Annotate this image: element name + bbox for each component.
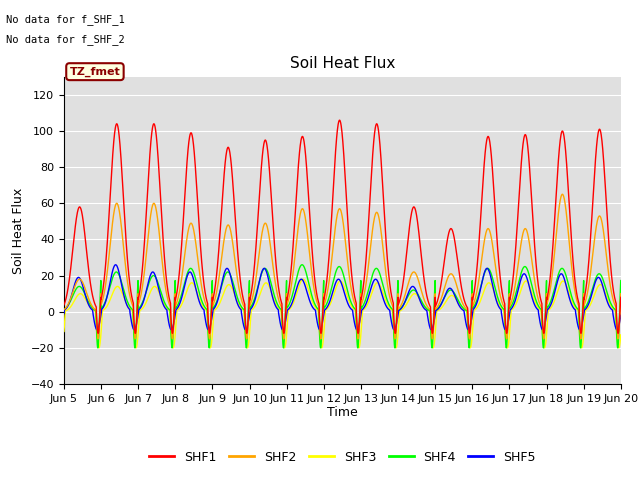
Y-axis label: Soil Heat Flux: Soil Heat Flux: [12, 187, 25, 274]
Legend: SHF1, SHF2, SHF3, SHF4, SHF5: SHF1, SHF2, SHF3, SHF4, SHF5: [144, 445, 541, 468]
Text: TZ_fmet: TZ_fmet: [70, 67, 120, 77]
Title: Soil Heat Flux: Soil Heat Flux: [290, 57, 395, 72]
Text: No data for f_SHF_2: No data for f_SHF_2: [6, 34, 125, 45]
X-axis label: Time: Time: [327, 407, 358, 420]
Text: No data for f_SHF_1: No data for f_SHF_1: [6, 14, 125, 25]
